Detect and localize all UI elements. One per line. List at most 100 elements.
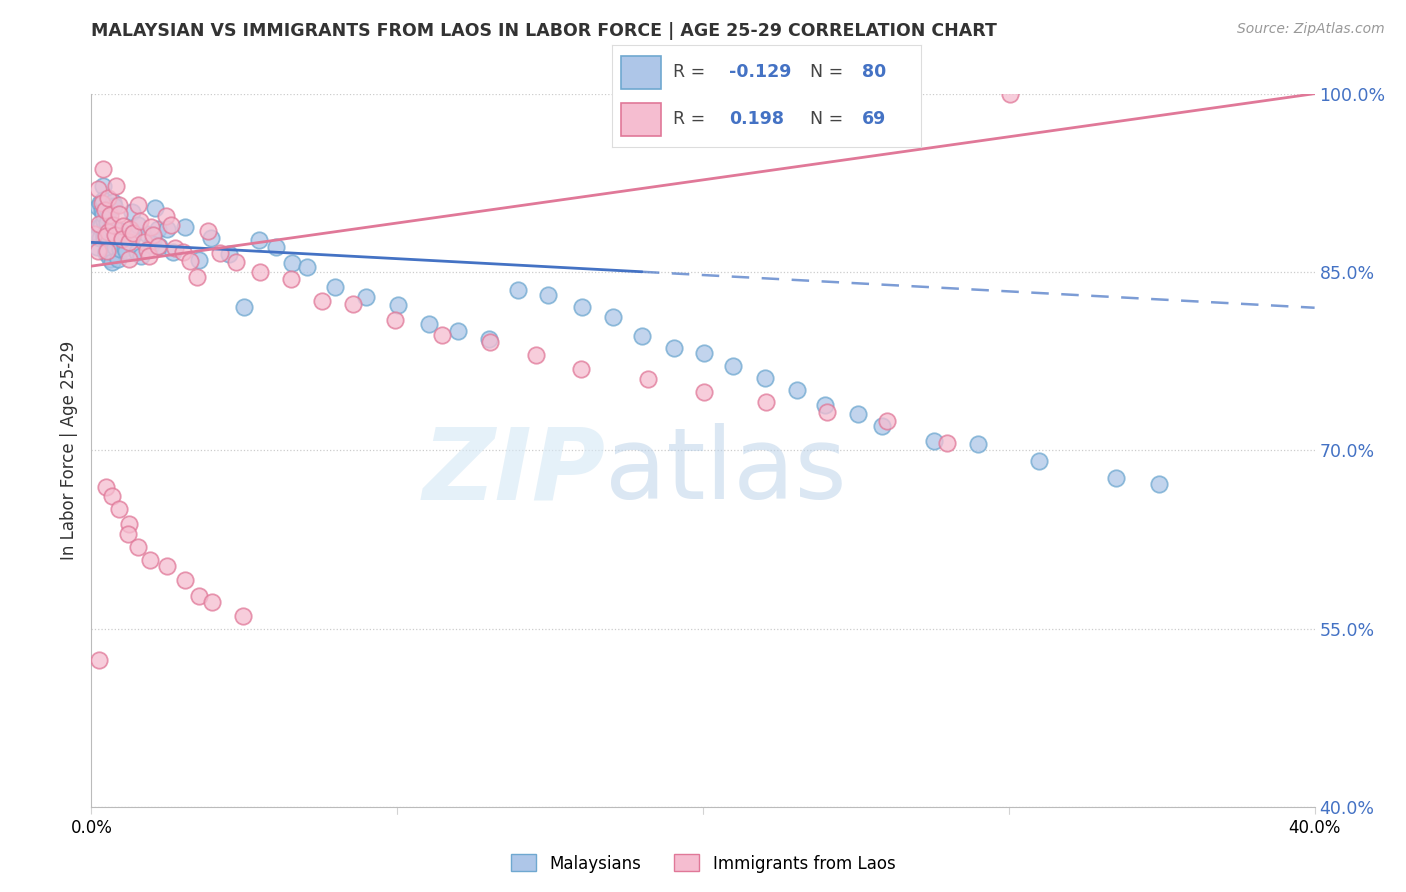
Point — [129, 214, 152, 228]
Point — [87, 220, 110, 235]
Point — [96, 228, 118, 243]
Point — [693, 385, 716, 400]
Point — [637, 372, 659, 386]
Point — [97, 191, 120, 205]
Point — [156, 559, 179, 574]
Point — [186, 269, 208, 284]
Point — [127, 198, 149, 212]
Point — [97, 205, 120, 219]
Text: R =: R = — [673, 63, 711, 81]
Point — [155, 209, 177, 223]
Point — [225, 254, 247, 268]
Point — [173, 573, 195, 587]
Point — [156, 221, 179, 235]
Point — [103, 246, 125, 260]
Point — [264, 239, 287, 253]
Point — [142, 233, 165, 247]
Point — [91, 194, 114, 208]
Point — [342, 296, 364, 310]
Text: -0.129: -0.129 — [730, 63, 792, 81]
Point — [354, 290, 377, 304]
Point — [131, 249, 153, 263]
Point — [141, 219, 163, 234]
Point — [967, 437, 990, 451]
Point — [201, 595, 224, 609]
Text: atlas: atlas — [605, 424, 846, 520]
Point — [139, 238, 162, 252]
Point — [172, 244, 194, 259]
Point — [91, 196, 114, 211]
Point — [121, 230, 143, 244]
Point — [98, 209, 121, 223]
Point — [98, 252, 121, 267]
Point — [721, 359, 744, 373]
Point — [478, 334, 501, 349]
Point — [208, 246, 231, 260]
Point — [93, 231, 115, 245]
Point — [1147, 476, 1170, 491]
Point — [93, 214, 115, 228]
Point — [998, 87, 1021, 101]
Text: 80: 80 — [862, 63, 886, 81]
Point — [118, 222, 141, 236]
Point — [249, 264, 271, 278]
Point — [91, 162, 114, 177]
Point — [91, 207, 114, 221]
Point — [91, 178, 114, 193]
Point — [103, 230, 125, 244]
Point — [524, 348, 547, 362]
FancyBboxPatch shape — [621, 103, 661, 136]
Point — [96, 246, 118, 260]
Point — [101, 218, 124, 232]
Point — [187, 252, 209, 267]
Point — [96, 216, 118, 230]
Point — [786, 383, 808, 397]
Point — [179, 254, 201, 268]
Text: 0.198: 0.198 — [730, 111, 785, 128]
Point — [115, 229, 138, 244]
Point — [89, 652, 111, 666]
Point — [602, 310, 624, 324]
Point — [97, 230, 120, 244]
Point — [138, 249, 160, 263]
Text: 69: 69 — [862, 111, 886, 128]
Point — [571, 362, 593, 376]
Point — [148, 222, 170, 236]
Point — [104, 240, 127, 254]
Point — [323, 279, 346, 293]
Point — [93, 227, 115, 242]
Point — [139, 552, 162, 566]
Point — [87, 200, 110, 214]
Text: N =: N = — [810, 111, 848, 128]
Point — [142, 227, 165, 242]
Point — [662, 341, 685, 355]
Point — [107, 228, 129, 243]
Text: ZIP: ZIP — [422, 424, 605, 520]
Point — [876, 414, 898, 428]
Point — [118, 235, 141, 249]
Point — [936, 436, 959, 450]
Point — [94, 244, 117, 258]
Point — [145, 201, 167, 215]
Point — [418, 317, 440, 331]
Point — [146, 238, 169, 252]
Text: MALAYSIAN VS IMMIGRANTS FROM LAOS IN LABOR FORCE | AGE 25-29 CORRELATION CHART: MALAYSIAN VS IMMIGRANTS FROM LAOS IN LAB… — [91, 22, 997, 40]
Point — [506, 283, 529, 297]
Point — [232, 301, 254, 315]
Point — [165, 241, 187, 255]
Point — [117, 527, 139, 541]
Point — [87, 181, 110, 195]
Point — [110, 232, 132, 246]
Point — [86, 240, 108, 254]
Point — [121, 204, 143, 219]
Point — [387, 298, 409, 312]
Point — [121, 226, 143, 240]
Point — [1105, 471, 1128, 485]
Point — [127, 218, 149, 232]
Point — [162, 244, 184, 259]
Point — [89, 217, 111, 231]
Point — [115, 244, 138, 259]
Point — [692, 346, 714, 360]
Point — [754, 371, 776, 385]
Point — [846, 407, 869, 421]
